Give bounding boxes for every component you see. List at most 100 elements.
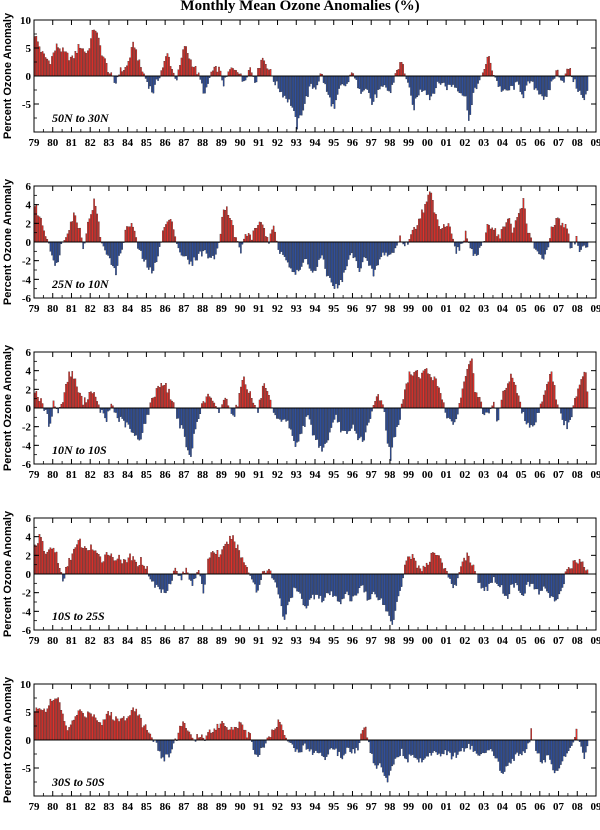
bar [212, 551, 213, 574]
bar [379, 401, 380, 408]
bar [560, 740, 561, 765]
x-tick-label: 99 [403, 469, 415, 481]
bar [554, 574, 555, 601]
bar [92, 30, 93, 76]
bar [581, 242, 582, 250]
bar [243, 730, 244, 740]
bar [487, 57, 488, 76]
bar [129, 408, 130, 429]
bar [76, 223, 77, 242]
bar [314, 242, 315, 271]
bar [179, 408, 180, 428]
x-tick-label: 89 [216, 137, 228, 149]
bar [351, 574, 352, 601]
bar [267, 69, 268, 76]
bar [262, 225, 263, 242]
bar [584, 567, 585, 574]
bar [318, 76, 319, 81]
bar [509, 76, 510, 90]
bar [275, 729, 276, 740]
bar [429, 192, 430, 242]
bar [108, 711, 109, 740]
bar [246, 567, 247, 574]
x-tick-label: 97 [366, 801, 378, 813]
bar [123, 408, 124, 421]
bar [111, 242, 112, 265]
bar [312, 740, 313, 755]
x-tick-label: 91 [253, 801, 264, 813]
bar [349, 242, 350, 255]
bar [582, 76, 583, 98]
bar [70, 222, 71, 242]
bar [531, 728, 532, 740]
bar [118, 721, 119, 740]
bar [562, 408, 563, 420]
bar [211, 242, 212, 258]
bar [357, 740, 358, 750]
bar [371, 242, 372, 269]
bar [234, 70, 235, 76]
bar [412, 554, 413, 574]
x-tick-label: 00 [422, 801, 434, 813]
bar [337, 242, 338, 288]
x-tick-label: 86 [160, 469, 172, 481]
bar [374, 740, 375, 765]
y-tick-label: 4 [26, 200, 32, 212]
bar [164, 227, 165, 242]
bar [404, 242, 405, 246]
bar [53, 401, 54, 408]
bar [557, 218, 558, 242]
bar [381, 242, 382, 257]
x-tick-label: 84 [122, 635, 134, 647]
bar [295, 76, 296, 117]
bar [162, 231, 163, 242]
bar [92, 210, 93, 242]
bar [346, 408, 347, 434]
bar [518, 740, 519, 756]
bar [504, 390, 505, 408]
bar [317, 242, 318, 267]
bar [385, 242, 386, 253]
bar [395, 740, 396, 759]
bar [432, 76, 433, 93]
bar [309, 740, 310, 751]
bar [546, 76, 547, 97]
bar [412, 230, 413, 242]
x-tick-label: 86 [160, 801, 172, 813]
bar [454, 242, 455, 246]
bar [296, 574, 297, 591]
bar [534, 408, 535, 425]
bar [440, 558, 441, 574]
bar [54, 552, 55, 574]
bar [496, 236, 497, 242]
bar [577, 564, 578, 574]
bar [493, 230, 494, 242]
x-tick-label: 82 [85, 137, 97, 149]
bar [182, 242, 183, 256]
bar [298, 574, 299, 592]
bar [426, 740, 427, 756]
bar [259, 740, 260, 755]
bar [298, 242, 299, 271]
bar [423, 740, 424, 760]
x-tick-label: 96 [347, 635, 359, 647]
bar [418, 76, 419, 95]
bar [381, 401, 382, 408]
bar [545, 242, 546, 254]
bar [140, 408, 141, 439]
bar [45, 236, 46, 242]
bar [563, 408, 564, 425]
bar [159, 387, 160, 408]
region-label: 25N to 10N [51, 277, 110, 291]
bar [562, 76, 563, 81]
bar [76, 387, 77, 408]
bar [331, 408, 332, 428]
bar [334, 574, 335, 596]
bar [445, 76, 446, 86]
bar [349, 740, 350, 752]
x-tick-label: 79 [29, 469, 41, 481]
bar [414, 372, 415, 408]
bar [479, 740, 480, 756]
bar [370, 242, 371, 265]
bar [126, 66, 127, 76]
